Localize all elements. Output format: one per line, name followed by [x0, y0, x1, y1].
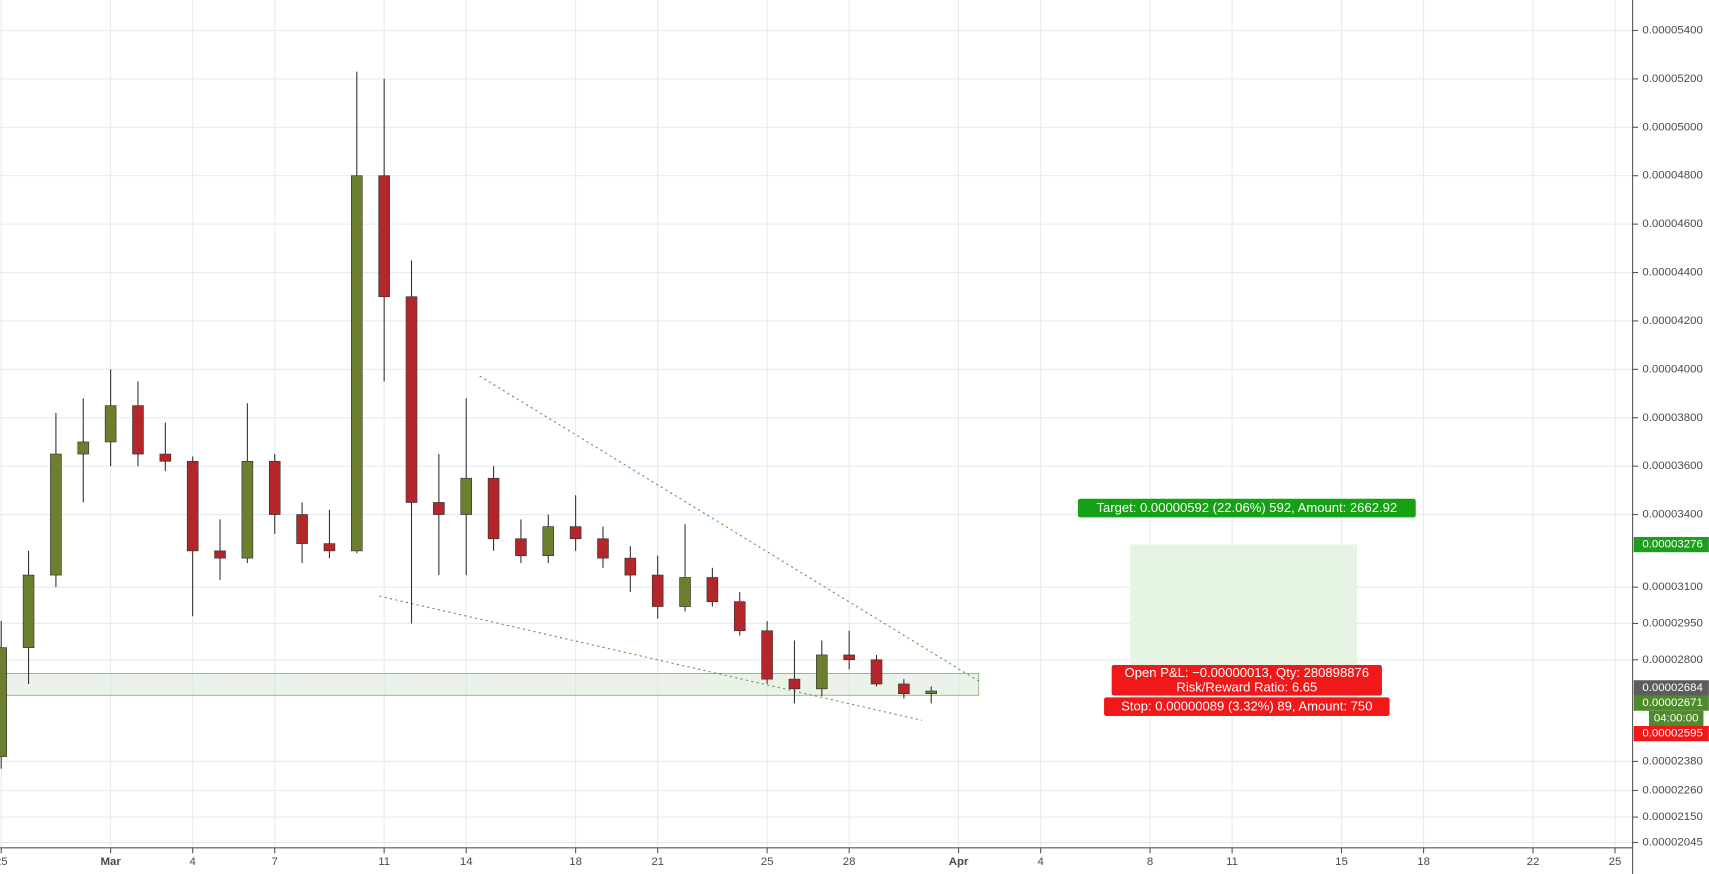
- candle-body: [460, 477, 472, 515]
- x-tick-label: Mar: [100, 856, 121, 868]
- y-tick-label: 0.00002380: [1642, 755, 1702, 767]
- x-tick-label: 25: [1609, 856, 1622, 868]
- y-tick-label: 0.00004400: [1642, 267, 1702, 279]
- candle-body: [159, 453, 172, 462]
- price-label-box: [1633, 680, 1709, 696]
- y-tick-label: 0.00004000: [1642, 363, 1702, 375]
- countdown: 04:00:00: [1654, 712, 1699, 724]
- x-tick-label: 15: [1335, 856, 1348, 868]
- candle-body: [898, 683, 910, 694]
- pnl-label: Open P&L: −0.00000013, Qty: 280898876: [1125, 665, 1369, 680]
- price-label-box: [1633, 726, 1709, 742]
- candles: [0, 71, 937, 769]
- trend-line: [379, 595, 923, 721]
- candle-body: [132, 405, 144, 455]
- x-tick-label: Apr: [949, 856, 969, 868]
- x-tick-label: 21: [651, 856, 664, 868]
- candle-body: [77, 441, 90, 455]
- candle-body: [50, 453, 62, 576]
- candle-body: [268, 460, 281, 515]
- candle-body: [296, 514, 308, 544]
- price-label: 0.00002671: [1642, 697, 1702, 709]
- candle-body: [405, 296, 418, 503]
- x-tick-label: 11: [378, 856, 390, 868]
- x-tick-label: 25: [0, 856, 8, 868]
- target-label: Target: 0.00000592 (22.06%) 592, Amount:…: [1096, 500, 1397, 515]
- candle-body: [351, 175, 363, 552]
- candle-body: [487, 477, 500, 540]
- trend-line: [479, 375, 980, 682]
- candle-body: [706, 577, 719, 603]
- candle-body: [104, 405, 117, 443]
- stop-label: Stop: 0.00000089 (3.32%) 89, Amount: 750: [1121, 699, 1372, 714]
- candle-body: [788, 678, 801, 690]
- x-tick-label: 7: [272, 856, 278, 868]
- candle-body: [870, 659, 883, 685]
- price-label: 0.00002684: [1642, 682, 1703, 694]
- y-tick-label: 0.00002800: [1642, 654, 1702, 666]
- x-tick-label: 14: [460, 856, 473, 868]
- candle-body: [761, 630, 773, 680]
- price-label: 0.00002595: [1642, 728, 1702, 740]
- support-zone: [0, 673, 980, 696]
- price-label-box: [1633, 536, 1709, 553]
- candle-body: [323, 543, 336, 552]
- x-tick-label: 28: [843, 856, 856, 868]
- label-box: [1111, 664, 1382, 696]
- x-tick-label: 4: [1037, 856, 1044, 868]
- y-tick-label: 0.00002045: [1642, 837, 1702, 849]
- axis-labels: 0.00005400 0.00005200 0.00005000 0.00004800…: [0, 25, 1709, 868]
- candle-body: [569, 526, 582, 540]
- x-tick-label: 25: [761, 856, 774, 868]
- target-zone: [1130, 544, 1357, 688]
- x-tick-label: 4: [189, 856, 196, 868]
- candle-body: [597, 538, 609, 559]
- y-tick-label: 0.00004600: [1642, 218, 1702, 230]
- y-tick-label: 0.00003600: [1642, 460, 1702, 472]
- candle-body: [186, 460, 199, 552]
- x-tick-label: 11: [1226, 856, 1238, 868]
- candle-body: [624, 557, 637, 576]
- candle-body: [733, 601, 746, 632]
- x-tick-label: 18: [569, 856, 582, 868]
- y-tick-label: 0.00002260: [1642, 784, 1702, 796]
- y-tick-label: 0.00005400: [1642, 25, 1702, 37]
- candle-body: [378, 175, 390, 298]
- candle-body: [515, 538, 527, 557]
- candle-body: [433, 502, 445, 515]
- countdown-box: [1648, 710, 1704, 727]
- x-tick-label: 18: [1417, 856, 1430, 868]
- candle-body: [679, 577, 691, 607]
- candle-body: [843, 654, 855, 661]
- x-tick-label: 8: [1147, 856, 1153, 868]
- candle-body: [22, 574, 35, 649]
- y-tick-label: 0.00002150: [1642, 811, 1702, 823]
- y-tick-label: 0.00002950: [1642, 617, 1702, 629]
- y-tick-label: 0.00003400: [1642, 509, 1702, 521]
- y-tick-label: 0.00005000: [1642, 121, 1702, 133]
- y-tick-label: 0.00003100: [1642, 581, 1702, 593]
- label-box: [1077, 498, 1416, 518]
- candle-body: [214, 550, 226, 559]
- candle-body: [0, 647, 7, 757]
- label-box: [1104, 697, 1390, 716]
- x-tick-label: 22: [1527, 856, 1540, 868]
- position-tool: Target: 0.00000592 (22.06%) 592, Amount:…: [1077, 498, 1416, 716]
- candle-body: [925, 690, 937, 694]
- y-tick-label: 0.00004200: [1642, 315, 1702, 327]
- y-tick-label: 0.00005200: [1642, 73, 1702, 85]
- candle-body: [816, 654, 828, 690]
- y-tick-label: 0.00003800: [1642, 412, 1702, 424]
- grid: [0, 0, 1633, 848]
- candle-body: [241, 460, 254, 559]
- ratio-label: Risk/Reward Ratio: 6.65: [1176, 679, 1317, 694]
- price-label: 0.00003276: [1642, 539, 1702, 551]
- candle-body: [651, 574, 664, 607]
- y-tick-label: 0.00004800: [1642, 170, 1702, 182]
- candle-body: [542, 526, 555, 557]
- price-label-box: [1633, 695, 1709, 711]
